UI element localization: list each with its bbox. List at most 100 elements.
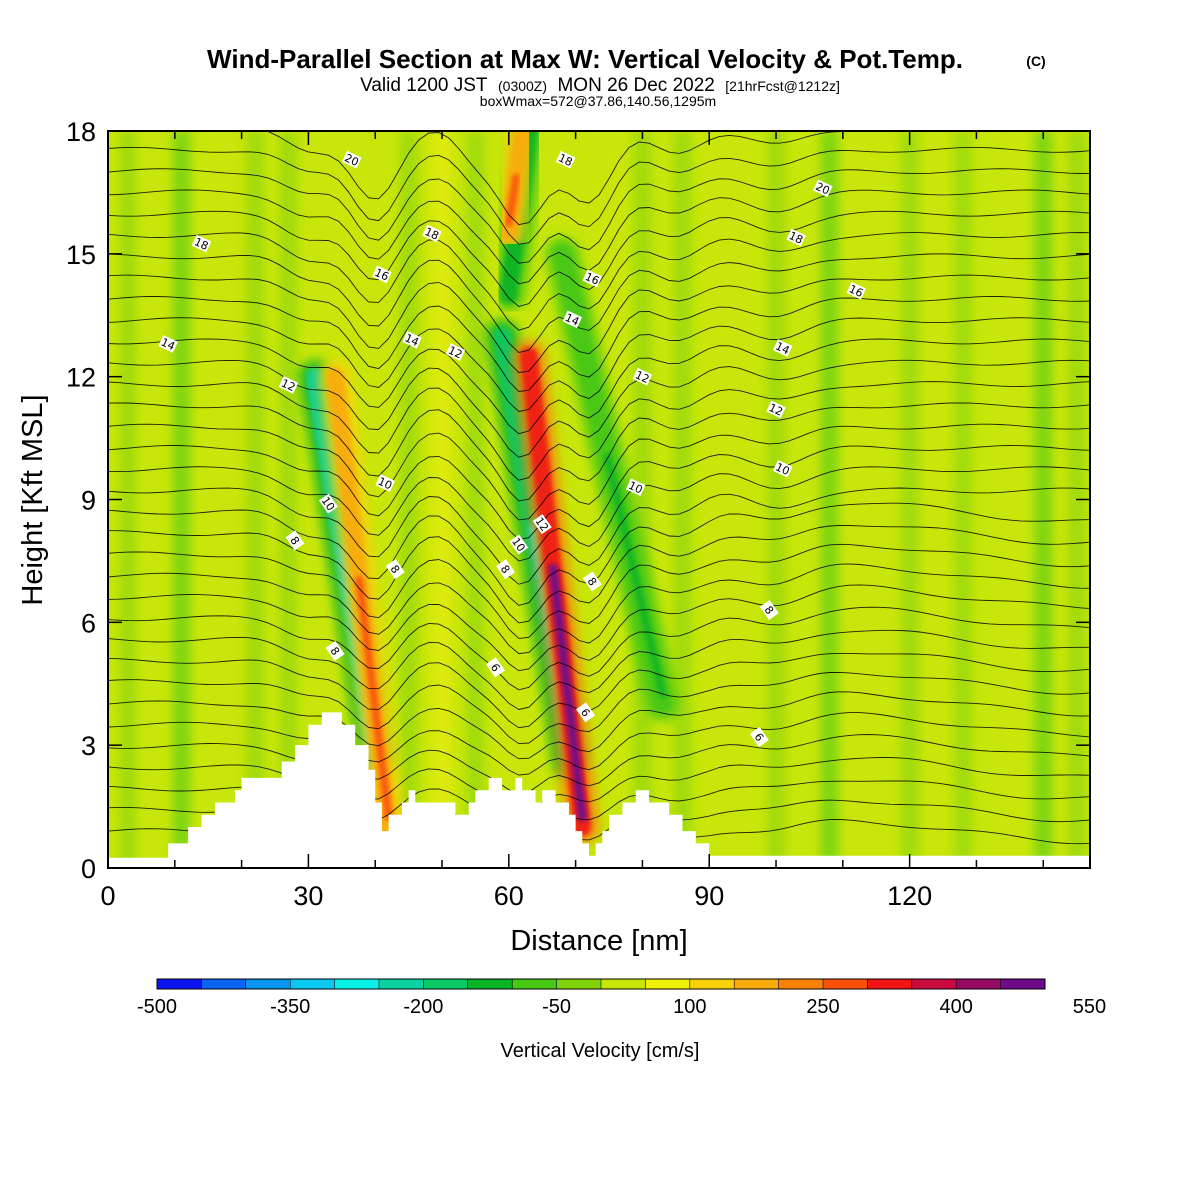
colorbar-bin — [778, 979, 824, 989]
contour-label-text: 20 — [342, 151, 360, 169]
theta-contour — [108, 402, 1090, 502]
contour-label-text: 16 — [583, 270, 601, 288]
contour-label: 16 — [372, 265, 392, 284]
colorbar-tick-label: 250 — [806, 996, 839, 1018]
contour-label-text: 12 — [279, 377, 297, 395]
contour-label: 16 — [582, 269, 603, 288]
colorbar-bin — [290, 979, 336, 989]
colorbar-bin — [734, 979, 780, 989]
colorbar-tick-label: -350 — [270, 996, 310, 1018]
colorbar-bin — [157, 979, 202, 989]
y-tick-label: 0 — [81, 854, 96, 884]
x-tick-label: 0 — [100, 881, 115, 911]
theta-contour — [108, 691, 1090, 760]
colorbar-tick-label: 100 — [673, 996, 706, 1018]
velocity-streak — [853, 131, 872, 868]
theta-contour — [108, 359, 1090, 458]
contour-label: 20 — [342, 150, 362, 169]
velocity-streak — [219, 131, 238, 868]
theta-contour — [108, 445, 1090, 540]
contour-label-text: 18 — [192, 235, 210, 253]
contour-label-text: 16 — [373, 266, 391, 284]
velocity-streak — [139, 131, 158, 868]
contour-label-text: 18 — [423, 225, 441, 243]
velocity-streak — [399, 131, 418, 868]
theta-contour — [108, 606, 1090, 691]
contour-label-text: 18 — [556, 151, 574, 169]
contour-label: 8 — [495, 559, 516, 580]
contour-label: 18 — [422, 224, 442, 243]
velocity-streak — [172, 131, 191, 868]
theta-contour — [108, 524, 1090, 624]
colorbar-bin — [645, 979, 691, 989]
theta-contour — [108, 584, 1090, 672]
contour-label-text: 14 — [159, 336, 177, 354]
theta-contour — [108, 146, 1090, 245]
contour-label: 12 — [278, 376, 299, 395]
x-tick-label: 30 — [293, 881, 323, 911]
colorbar-bin — [334, 979, 380, 989]
contour-label: 6 — [749, 727, 769, 747]
colorbar-tick-label: -50 — [542, 996, 571, 1018]
y-tick-label: 3 — [81, 731, 96, 761]
valid-time-line: Valid 1200 JST (0300Z) MON 26 Dec 2022 [… — [360, 75, 840, 96]
contour-label: 18 — [555, 150, 576, 169]
colorbar-tick-label: -500 — [137, 996, 177, 1018]
y-tick-label: 18 — [66, 117, 96, 147]
colorbar-tick-label: 400 — [940, 996, 973, 1018]
theta-contour — [108, 317, 1090, 412]
colorbar-bin — [245, 979, 291, 989]
x-tick-label: 90 — [694, 881, 724, 911]
boxwmax-line: boxWmax=572@37.86,140.56,1295m — [480, 93, 716, 109]
contour-label: 6 — [485, 657, 506, 678]
velocity-streak — [466, 131, 485, 868]
velocity-streak — [767, 131, 786, 868]
velocity-streak — [1034, 131, 1053, 868]
theta-contour — [108, 487, 1090, 585]
theta-contour — [108, 671, 1090, 745]
contour-label: 14 — [158, 335, 178, 354]
theta-contour — [108, 629, 1090, 710]
theta-contour — [108, 466, 1090, 562]
y-axis-ticks: 0 3 6 9 12 15 18 — [66, 117, 1090, 884]
terrain — [108, 712, 1090, 868]
x-axis-ticks: 0 30 60 90 120 — [100, 131, 1044, 911]
contour-label-text: 16 — [847, 282, 865, 300]
contour-label-text: 18 — [787, 229, 805, 247]
velocity-streak — [994, 131, 1013, 868]
theta-contour — [108, 253, 1090, 353]
y-axis-label: Height [Kft MSL] — [17, 394, 49, 605]
contour-label-text: 20 — [813, 180, 831, 198]
theta-contour — [108, 168, 1090, 264]
contour-label-text: 10 — [376, 475, 394, 493]
theta-contour — [108, 189, 1090, 285]
colorbar-tick-label: -200 — [403, 996, 443, 1018]
downdraft-3 — [603, 453, 666, 698]
contour-label-text: 12 — [633, 368, 651, 386]
contour-label: 16 — [846, 281, 866, 300]
contour-label: 10 — [375, 474, 395, 493]
theta-contour — [108, 734, 1090, 795]
colorbar-tick-label: 550 — [1073, 996, 1106, 1018]
contour-label: 12 — [632, 367, 653, 386]
contour-label: 8 — [285, 530, 305, 551]
velocity-streak — [733, 131, 752, 868]
contour-label: 18 — [786, 228, 806, 247]
colorbar — [156, 978, 1046, 990]
colorbar-bin — [956, 979, 1002, 989]
theta-contour — [108, 381, 1090, 481]
colorbar-bin — [689, 979, 735, 989]
colorbar-bin — [201, 979, 247, 989]
contour-label: 6 — [576, 702, 596, 723]
contour-label-text: 14 — [773, 340, 791, 358]
velocity-streak — [820, 131, 839, 868]
y-tick-label: 12 — [66, 363, 96, 393]
colorbar-bin — [911, 979, 957, 989]
colorbar-bin — [601, 979, 646, 989]
y-tick-label: 15 — [66, 240, 96, 270]
contour-label: 8 — [582, 571, 602, 592]
velocity-streak — [119, 131, 138, 868]
colorbar-ticks: -500 -350 -200 -50 100 250 400 550 — [137, 996, 1106, 1018]
theta-contour — [108, 338, 1090, 435]
